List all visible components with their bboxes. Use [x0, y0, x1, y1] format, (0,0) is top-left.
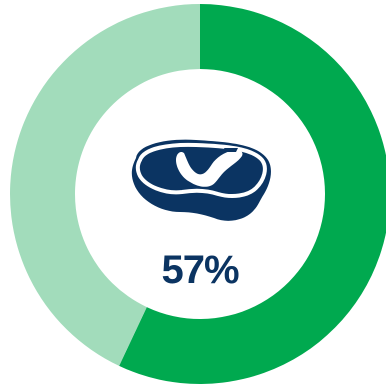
donut-slice-remainder	[9, 4, 200, 366]
donut-slice-primary	[119, 4, 386, 384]
center-value-label: 57%	[161, 248, 239, 292]
steak-icon	[131, 139, 271, 221]
